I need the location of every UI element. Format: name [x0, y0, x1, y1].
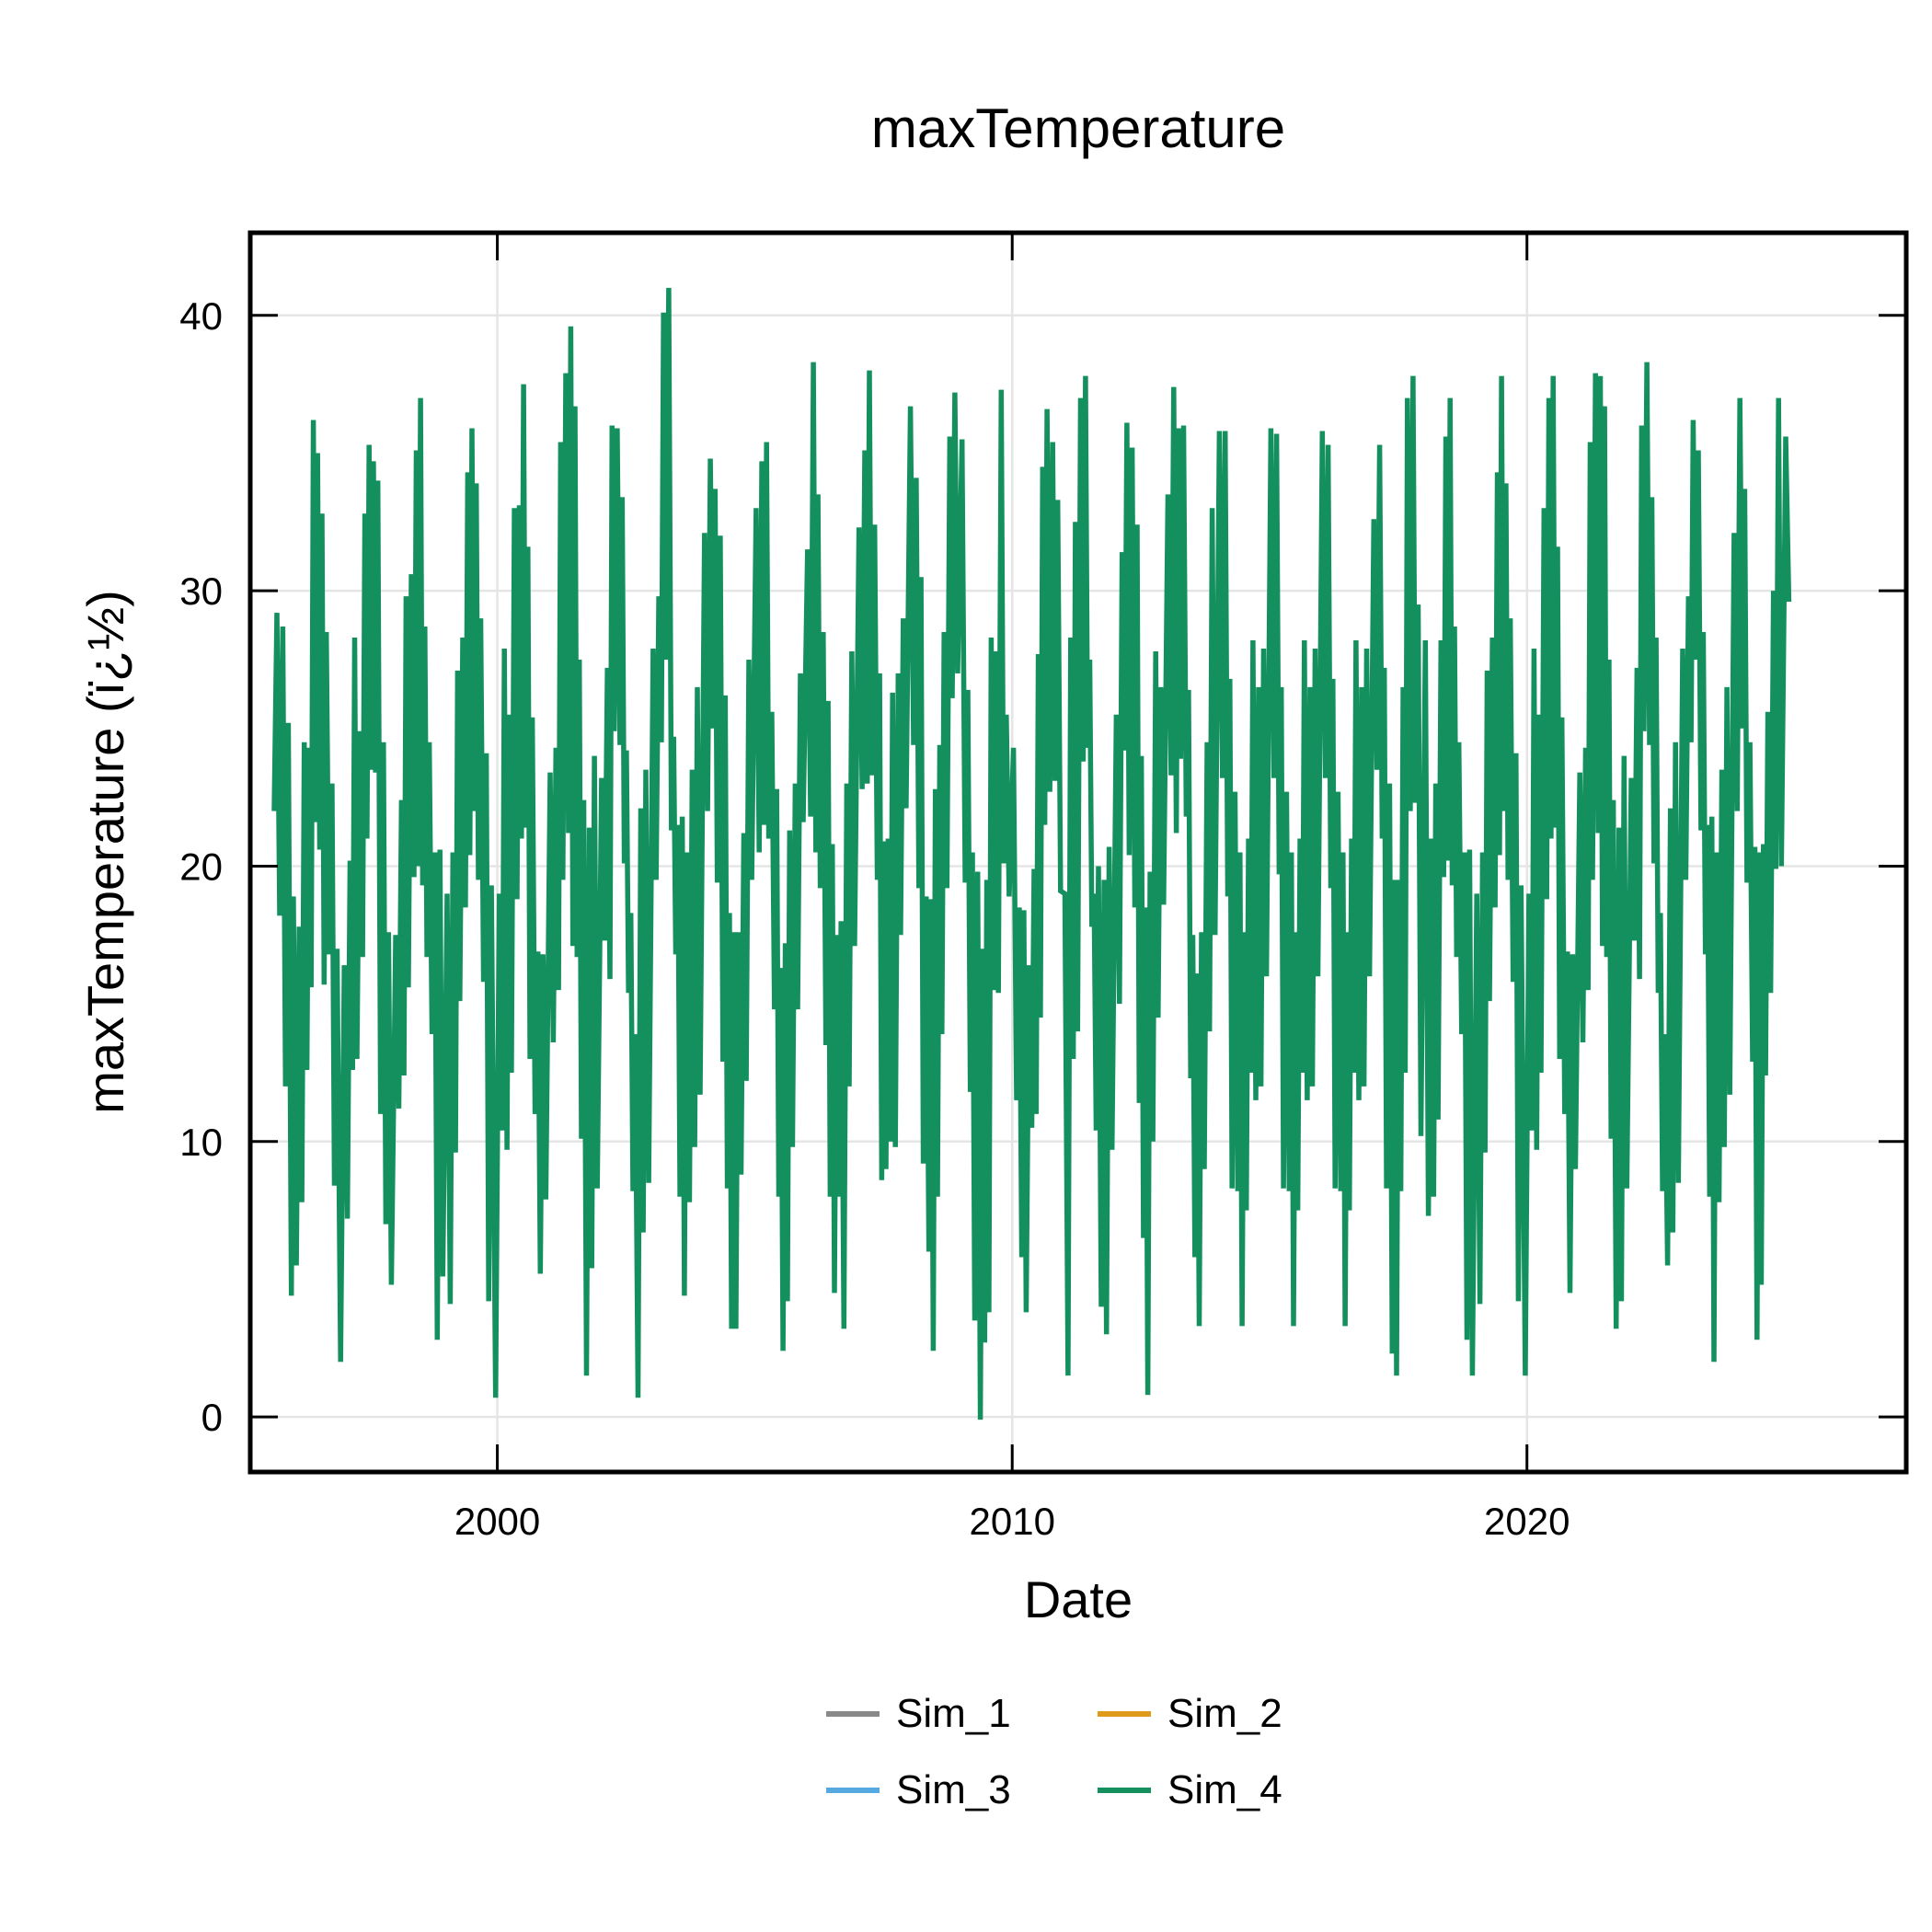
legend-label-sim-4: Sim_4	[1167, 1767, 1282, 1812]
plot-frame	[247, 230, 1909, 1475]
axis-ticks: 0 10 20 30 40 2000 2010 2020	[179, 233, 1906, 1543]
y-tick-label-2: 20	[179, 845, 223, 888]
series-layer	[271, 287, 1792, 1420]
series-line-sim-4	[271, 287, 1792, 1420]
y-tick-label-1: 10	[179, 1121, 223, 1164]
legend-label-sim-3: Sim_3	[896, 1767, 1011, 1812]
x-tick-label-0: 2000	[454, 1500, 540, 1543]
x-axis-label: Date	[1024, 1570, 1133, 1628]
legend-label-sim-1: Sim_1	[896, 1691, 1011, 1736]
y-tick-label-0: 0	[201, 1396, 223, 1439]
x-tick-label-1: 2010	[970, 1500, 1055, 1543]
y-tick-label-4: 40	[179, 294, 223, 338]
y-axis-label: maxTemperature (ï¿½)	[76, 590, 134, 1114]
y-tick-label-3: 30	[179, 569, 223, 613]
x-tick-label-2: 2020	[1484, 1500, 1570, 1543]
legend-label-sim-2: Sim_2	[1167, 1691, 1282, 1736]
legend: Sim_1 Sim_2 Sim_3 Sim_4	[826, 1691, 1282, 1812]
chart-title: maxTemperature	[871, 98, 1285, 159]
